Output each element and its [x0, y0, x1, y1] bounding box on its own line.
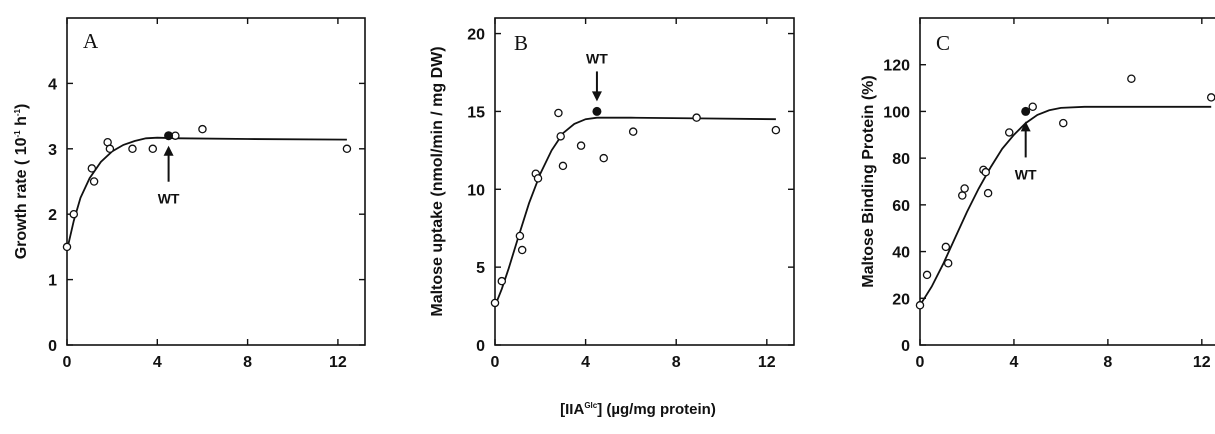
wt-arrow-head	[591, 91, 602, 102]
x-tick-label: 8	[672, 354, 681, 371]
data-point	[87, 164, 97, 173]
x-tick-label: 0	[63, 354, 72, 371]
data-point	[497, 276, 507, 286]
y-tick-label: 60	[892, 198, 910, 215]
data-point	[105, 144, 115, 154]
panel-letter: C	[936, 31, 950, 55]
data-point	[943, 258, 953, 268]
data-point	[771, 125, 781, 135]
y-tick-label: 0	[476, 338, 485, 355]
data-point	[922, 270, 932, 280]
data-point	[960, 184, 969, 193]
y-tick-label: 3	[48, 142, 57, 159]
data-point	[148, 144, 158, 154]
y-tick-label: 0	[901, 338, 910, 355]
wt-data-point	[592, 106, 602, 116]
x-tick-label: 4	[581, 354, 590, 371]
y-tick-label: 120	[883, 58, 910, 75]
y-tick-label: 4	[48, 76, 57, 93]
data-point	[515, 231, 525, 241]
data-point	[517, 245, 527, 255]
panel-b: 0 4 8 12 0 5 10 15 20 Maltose uptake (nmol/min / …	[429, 17, 795, 371]
x-tick-label: 4	[153, 354, 162, 371]
data-point	[533, 174, 543, 183]
data-point	[342, 144, 352, 154]
y-tick-label: 100	[883, 104, 910, 121]
x-tick-label: 12	[758, 354, 776, 371]
data-point	[128, 144, 137, 154]
plot-frame	[919, 17, 1215, 346]
wt-data-point	[164, 131, 174, 141]
data-point	[958, 191, 967, 200]
y-tick-label: 20	[467, 27, 485, 44]
wt-arrow-head	[1020, 121, 1031, 132]
panel-letter: B	[514, 31, 528, 55]
data-point	[941, 242, 951, 252]
y-tick-label: 20	[892, 291, 910, 308]
wt-data-point	[1021, 106, 1031, 116]
y-tick-label: 40	[892, 245, 910, 262]
y-axis-label: Maltose Binding Protein (%)	[860, 75, 877, 287]
data-point	[89, 177, 99, 186]
wt-arrow-head	[163, 145, 174, 156]
data-point	[558, 161, 568, 171]
fit-curve	[66, 136, 347, 251]
x-tick-label: 8	[1103, 354, 1112, 371]
shared-x-axis-label: [IIAGlc] (µg/mg protein)	[560, 401, 716, 418]
y-axis-label: Maltose uptake (nmol/min / mg DW)	[429, 46, 446, 316]
data-point	[62, 242, 72, 252]
panel-letter: A	[83, 29, 99, 53]
data-point	[1028, 102, 1037, 112]
wt-label: WT	[586, 50, 608, 66]
x-tick-label: 12	[1193, 354, 1211, 371]
data-point	[628, 127, 638, 136]
x-tick-label: 0	[916, 354, 925, 371]
y-tick-label: 0	[48, 338, 57, 355]
data-point	[1004, 128, 1014, 137]
data-point	[556, 132, 565, 141]
data-point	[490, 298, 500, 308]
wt-label: WT	[158, 191, 180, 207]
y-tick-label: 15	[467, 104, 485, 121]
data-point	[1059, 118, 1068, 128]
data-point	[981, 167, 991, 177]
data-point	[69, 209, 79, 219]
y-axis-label: Growth rate ( 10-1 h-1)	[13, 104, 30, 260]
y-tick-label: 10	[467, 182, 485, 199]
y-tick-label: 80	[892, 151, 910, 168]
data-point	[576, 141, 586, 150]
x-tick-label: 4	[1009, 354, 1018, 371]
data-point	[1127, 74, 1136, 83]
x-tick-label: 12	[329, 354, 347, 371]
data-point	[599, 153, 608, 163]
x-tick-label: 0	[491, 354, 500, 371]
data-point	[915, 301, 925, 310]
fit-curve	[919, 105, 1212, 306]
x-tick-label: 8	[243, 354, 252, 371]
data-point	[554, 108, 563, 118]
y-tick-label: 2	[48, 207, 57, 224]
y-tick-label: 5	[476, 260, 485, 277]
wt-label: WT	[1015, 166, 1037, 182]
data-point	[692, 113, 701, 122]
data-point	[983, 188, 993, 198]
y-tick-label: 1	[48, 273, 57, 290]
data-point	[198, 124, 207, 134]
plot-frame	[494, 17, 795, 346]
fit-curve	[494, 116, 776, 307]
plot-frame	[66, 17, 366, 346]
data-point	[1206, 93, 1215, 102]
